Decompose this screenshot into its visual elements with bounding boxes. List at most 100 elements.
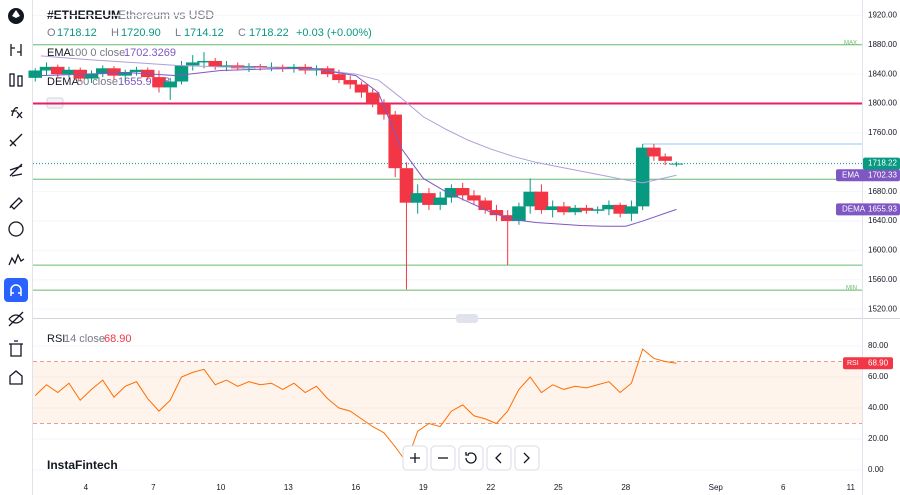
x-tick-label: 28: [621, 483, 630, 492]
toolbar-bg: [0, 0, 32, 495]
rsi-tag-name: RSI: [847, 360, 859, 367]
candle-body: [568, 207, 582, 213]
toolbar: [0, 0, 33, 495]
rsi-params: 14 close: [64, 333, 105, 345]
y-tick-label: 1920.00: [868, 11, 897, 20]
rsi-tag: [843, 357, 893, 370]
indicator-tag: [836, 169, 900, 182]
candle-body: [107, 68, 121, 76]
candle-body: [118, 71, 132, 76]
candle-body: [399, 168, 414, 203]
tool-emoji[interactable]: [8, 221, 24, 237]
tool-fx[interactable]: [11, 107, 23, 119]
candle-body: [62, 69, 76, 75]
indicator-tag-value: 1655.93: [868, 204, 897, 213]
y-tick-label: 1840.00: [868, 69, 897, 78]
candle-body: [95, 68, 110, 74]
dema-name: DEMA: [47, 76, 79, 88]
ohlc-value: 1720.90: [121, 27, 161, 39]
candle-body: [365, 92, 380, 104]
candle-body: [377, 103, 391, 115]
scroll-left[interactable]: [486, 445, 512, 471]
y-tick-label: 80.00: [868, 341, 889, 350]
tool-trend[interactable]: [9, 133, 23, 147]
candle-body: [455, 188, 470, 196]
x-tick-label: 22: [486, 483, 495, 492]
y-tick-label: 1640.00: [868, 216, 897, 225]
scroll-right[interactable]: [514, 445, 540, 471]
candle-body: [512, 206, 526, 222]
candle-body: [343, 80, 357, 85]
candle-body: [163, 81, 177, 88]
candle-body: [534, 191, 549, 211]
ohlc-label: H: [111, 27, 119, 39]
x-tick-label: 16: [351, 483, 360, 492]
tool-bars[interactable]: [10, 44, 22, 56]
rsi-name: RSI: [47, 333, 65, 345]
y-tick-label: 1880.00: [868, 40, 897, 49]
brand: InstaFintech: [47, 458, 118, 472]
tool-home[interactable]: [9, 370, 23, 385]
ema-name: EMA: [47, 47, 72, 59]
candle-body: [422, 193, 436, 205]
tool-trash[interactable]: [9, 340, 23, 357]
zoom-controls: [402, 445, 540, 471]
plot: 1520.001560.001600.001640.001680.001720.…: [28, 11, 897, 492]
y-tick-label: 1520.00: [868, 304, 897, 313]
candle-body: [557, 206, 571, 213]
candle-body: [590, 209, 605, 211]
logo-mark: [12, 10, 20, 18]
reset[interactable]: [458, 445, 484, 471]
indicator-tag-value: 1702.33: [868, 170, 897, 179]
candle-body: [545, 206, 560, 211]
rsi-value: 68.90: [104, 333, 132, 345]
candle-body: [253, 66, 267, 68]
rsi-line: [34, 348, 677, 464]
tool-fib[interactable]: [9, 163, 23, 177]
candle-body: [478, 200, 492, 211]
tool-magnet-active[interactable]: [4, 278, 28, 302]
candle-body: [174, 65, 189, 82]
x-tick-label: 11: [847, 483, 856, 492]
candle-body: [354, 84, 369, 93]
candle-body: [635, 147, 650, 207]
magnet-icon: [10, 284, 22, 296]
candle-body: [197, 60, 211, 63]
candle-body: [433, 197, 447, 205]
candle-body: [489, 210, 504, 216]
candle-body: [208, 60, 222, 67]
tool-candles[interactable]: [9, 73, 15, 87]
ohlc-label: L: [175, 27, 181, 39]
tool-hide[interactable]: [8, 311, 24, 327]
y-tick-label: 1560.00: [868, 275, 897, 284]
candle-body: [219, 65, 234, 67]
y-tick-label: 40.00: [868, 403, 889, 412]
y-tick-label: 1680.00: [868, 187, 897, 196]
tool-brush[interactable]: [9, 197, 23, 210]
scroll-right-icon: [523, 452, 530, 464]
candle-body: [647, 147, 661, 157]
y-tick-label: 1600.00: [868, 246, 897, 255]
candle-body: [332, 74, 346, 81]
y-tick-label: 0.00: [868, 465, 884, 474]
candle-body: [579, 207, 594, 211]
ohlc-value: 1718.22: [249, 27, 289, 39]
candle-body: [28, 70, 42, 78]
ema-value: 1702.3269: [124, 47, 176, 59]
indicator-line: [40, 55, 677, 184]
zoom-in-icon: [410, 453, 420, 463]
candle-body: [152, 77, 166, 88]
y-tick-label: 1760.00: [868, 128, 897, 137]
scroll-left-icon: [495, 452, 502, 464]
x-tick-label: 25: [554, 483, 563, 492]
tool-patterns[interactable]: [8, 253, 25, 266]
ohlc-value: 1718.12: [57, 27, 97, 39]
pane-grip[interactable]: [456, 314, 478, 323]
indicator-tag: [836, 203, 900, 216]
x-tick-label: 6: [781, 483, 786, 492]
x-tick-label: 10: [216, 483, 225, 492]
candle-body: [410, 193, 425, 203]
candle-body: [185, 62, 200, 66]
level-label: MAX: [844, 40, 857, 46]
candle-body: [658, 156, 672, 161]
